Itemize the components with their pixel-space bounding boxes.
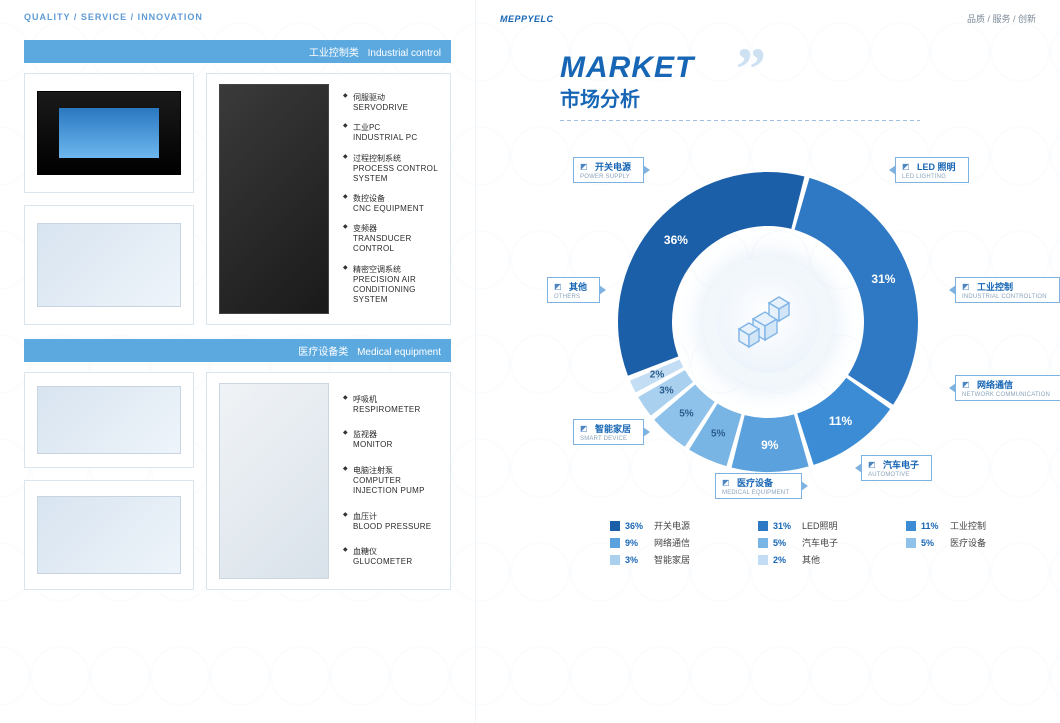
legend-item-network: 9% 网络通信	[610, 536, 740, 549]
market-title: ” MARKET 市场分析	[560, 51, 1036, 112]
donut-pct-led: 31%	[871, 272, 895, 286]
right-header: MEPPYELC 品质 / 服务 / 创新	[500, 12, 1036, 25]
right-page: MEPPYELC 品质 / 服务 / 创新 ” MARKET 市场分析 36%3…	[476, 0, 1060, 723]
bullet-item: 数控设备CNC EQUIPMENT	[343, 194, 438, 214]
bullet-item: 血压计BLOOD PRESSURE	[343, 512, 438, 532]
industrial-row: 伺服驱动SERVODRIVE 工业PCINDUSTRIAL PC 过程控制系统PRO…	[24, 73, 451, 325]
legend-label: 网络通信	[654, 536, 690, 549]
section-bar-industrial: 工业控制类 Industrial control	[24, 40, 451, 63]
bullet-item: 工业PCINDUSTRIAL PC	[343, 123, 438, 143]
donut-pct-indctrl: 11%	[829, 414, 852, 428]
legend-item-smart: 3% 智能家居	[610, 553, 740, 566]
legend-item-led: 31% LED照明	[758, 519, 888, 532]
callout-power: ◩开关电源POWER SUPPLY	[573, 157, 644, 183]
section-medical-cn: 医疗设备类	[298, 347, 348, 358]
left-page: QUALITY / SERVICE / INNOVATION 工业控制类 Ind…	[0, 0, 476, 723]
donut-pct-network: 9%	[761, 438, 778, 452]
industrial-pc-image	[24, 73, 194, 193]
legend-label: LED照明	[802, 519, 838, 532]
legend-item-other: 2% 其他	[758, 553, 888, 566]
industrial-list-card: 伺服驱动SERVODRIVE 工业PCINDUSTRIAL PC 过程控制系统PRO…	[206, 73, 451, 325]
brand-logo: MEPPYELC	[500, 14, 554, 24]
donut-pct-smart: 3%	[659, 386, 673, 397]
bullet-item: 变频器TRANSDUCER CONTROL	[343, 224, 438, 254]
callout-indctrl: ◩工业控制INDUSTRIAL CONTROLTION	[955, 277, 1060, 303]
legend-item-indctrl: 11% 工业控制	[906, 519, 1036, 532]
legend-label: 汽车电子	[802, 536, 838, 549]
callout-icon: ◩	[962, 380, 974, 392]
bullet-item: 呼吸机RESPIROMETER	[343, 395, 438, 415]
bullet-item: 电脑注射泵COMPUTER INJECTION PUMP	[343, 466, 438, 496]
legend-swatch	[758, 521, 768, 531]
callout-medical: ◩医疗设备MEDICAL EQUIPMENT	[715, 473, 802, 499]
section-industrial-en: Industrial control	[368, 48, 441, 59]
legend-pct: 2%	[773, 555, 797, 565]
callout-icon: ◩	[580, 162, 592, 174]
callout-smart: ◩智能家居SMART DEVICE	[573, 419, 644, 445]
bullet-item: 精密空调系统PRECISION AIR CONDITIONING SYSTEM	[343, 265, 438, 305]
medical-row: 呼吸机RESPIROMETER 监视器MONITOR 电脑注射泵COMPUTER I…	[24, 372, 451, 590]
legend: 36% 开关电源 31% LED照明 11% 工业控制 9% 网络通信 5% 汽车电子 5% 医疗设备…	[610, 519, 1036, 566]
legend-label: 智能家居	[654, 553, 690, 566]
legend-label: 工业控制	[950, 519, 986, 532]
legend-label: 其他	[802, 553, 820, 566]
market-donut-chart: 36%31%11%9%5%5%3%2%◩开关电源POWER SUPPLY◩LED…	[583, 137, 953, 507]
legend-swatch	[758, 555, 768, 565]
donut-pct-other: 2%	[650, 370, 664, 381]
callout-other: ◩其他OTHERS	[547, 277, 600, 303]
legend-pct: 11%	[921, 521, 945, 531]
legend-swatch	[906, 521, 916, 531]
legend-swatch	[758, 538, 768, 548]
legend-pct: 9%	[625, 538, 649, 548]
donut-pct-auto: 5%	[711, 429, 725, 440]
callout-icon: ◩	[554, 282, 566, 294]
callout-auto: ◩汽车电子AUTOMOTIVE	[861, 455, 932, 481]
callout-led: ◩LED 照明LED LIGHTING	[895, 157, 969, 183]
quote-icon: ”	[736, 35, 766, 104]
callout-icon: ◩	[722, 478, 734, 490]
callout-icon: ◩	[902, 162, 914, 174]
legend-label: 开关电源	[654, 519, 690, 532]
donut-pct-power: 36%	[664, 233, 688, 247]
legend-pct: 5%	[773, 538, 797, 548]
legend-swatch	[610, 521, 620, 531]
legend-item-medical: 5% 医疗设备	[906, 536, 1036, 549]
brand-tagline: 品质 / 服务 / 创新	[967, 12, 1036, 25]
donut-seg-led	[795, 178, 918, 405]
bp-monitor-image	[219, 383, 329, 579]
callout-network: ◩网络通信NETWORK COMMUNICATION	[955, 375, 1060, 401]
callout-icon: ◩	[868, 460, 880, 472]
bullet-item: 过程控制系统PROCESS CONTROL SYSTEM	[343, 154, 438, 184]
respirometer-image	[24, 372, 194, 468]
bullet-item: 监视器MONITOR	[343, 430, 438, 450]
servo-drive-image	[219, 84, 329, 314]
legend-pct: 31%	[773, 521, 797, 531]
donut-seg-power	[618, 172, 804, 376]
callout-icon: ◩	[580, 424, 592, 436]
legend-pct: 3%	[625, 555, 649, 565]
legend-item-power: 36% 开关电源	[610, 519, 740, 532]
section-bar-medical: 医疗设备类 Medical equipment	[24, 339, 451, 362]
title-divider	[560, 120, 920, 121]
section-industrial-cn: 工业控制类	[309, 48, 359, 59]
legend-label: 医疗设备	[950, 536, 986, 549]
donut-pct-medical: 5%	[679, 409, 693, 420]
legend-item-auto: 5% 汽车电子	[758, 536, 888, 549]
bullet-item: 伺服驱动SERVODRIVE	[343, 93, 438, 113]
legend-swatch	[906, 538, 916, 548]
monitor-image	[24, 480, 194, 590]
section-medical-en: Medical equipment	[357, 347, 441, 358]
market-en: MARKET	[560, 51, 1036, 85]
industrial-diagram-image	[24, 205, 194, 325]
legend-pct: 36%	[625, 521, 649, 531]
bullet-item: 血糖仪GLUCOMETER	[343, 547, 438, 567]
medical-list-card: 呼吸机RESPIROMETER 监视器MONITOR 电脑注射泵COMPUTER I…	[206, 372, 451, 590]
legend-pct: 5%	[921, 538, 945, 548]
legend-swatch	[610, 538, 620, 548]
market-cn: 市场分析	[560, 83, 1036, 112]
callout-icon: ◩	[962, 282, 974, 294]
legend-swatch	[610, 555, 620, 565]
left-header: QUALITY / SERVICE / INNOVATION	[24, 12, 451, 22]
